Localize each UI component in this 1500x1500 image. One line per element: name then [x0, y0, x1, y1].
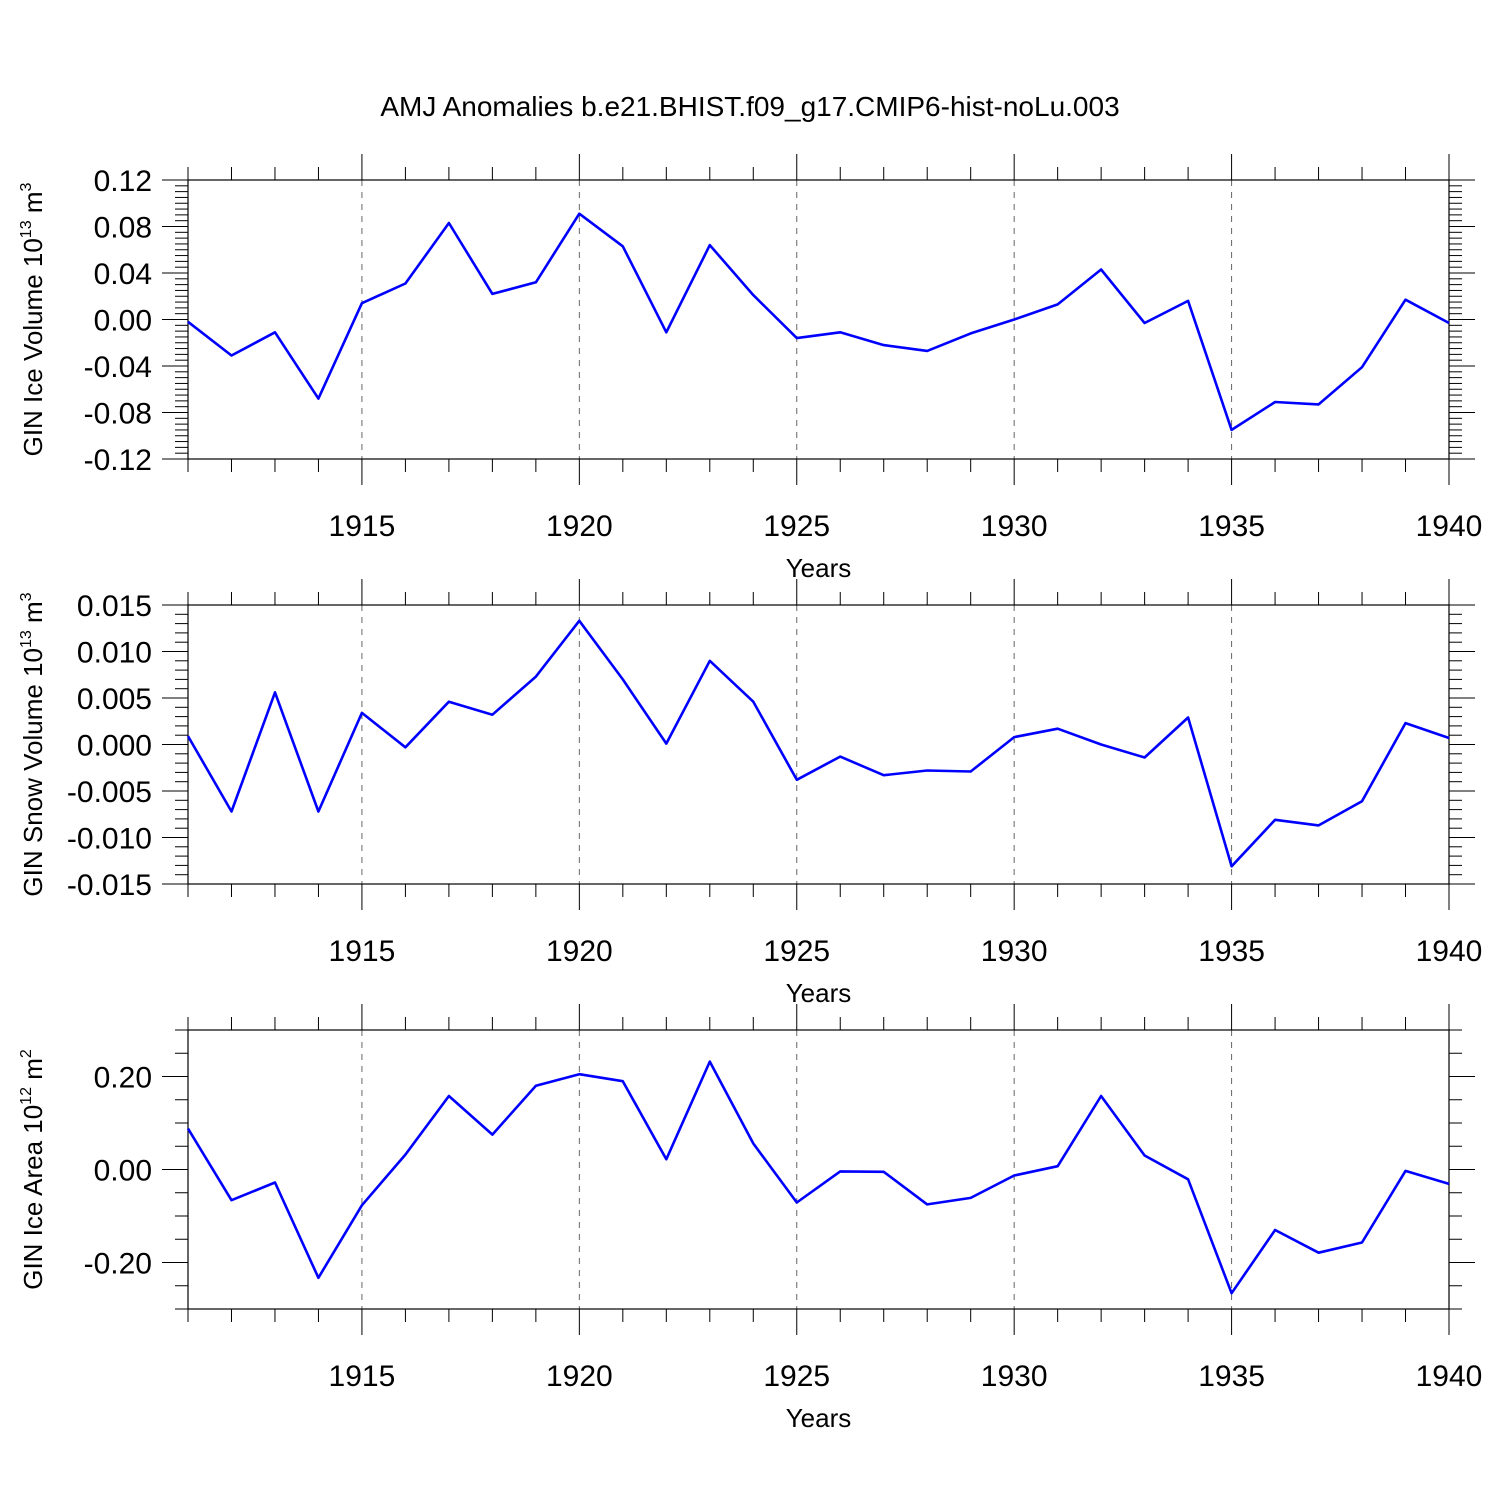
- x-tick-label: 1935: [1198, 510, 1265, 543]
- y-tick-label: 0.20: [94, 1062, 152, 1095]
- x-tick-label: 1915: [329, 935, 396, 968]
- series-line: [186, 1060, 1450, 1295]
- x-axis-label: Years: [786, 1403, 852, 1433]
- x-tick-label: 1930: [981, 510, 1048, 543]
- x-tick-label: 1925: [763, 510, 830, 543]
- x-tick-label: 1940: [1416, 1360, 1483, 1393]
- y-tick-label: 0.005: [77, 683, 152, 716]
- plot-frame: [187, 604, 1450, 885]
- series-line: [187, 212, 1450, 432]
- y-tick-label: 0.12: [94, 165, 152, 198]
- x-tick-label: 1935: [1198, 935, 1265, 968]
- plot-frame: [187, 179, 1450, 460]
- y-tick-label: -0.08: [84, 398, 152, 431]
- y-tick-label: 0.010: [77, 637, 152, 670]
- x-tick-label: 1925: [763, 1360, 830, 1393]
- y-axis-label: GIN Snow Volume 1013 m3: [18, 592, 48, 896]
- y-tick-label: -0.04: [84, 351, 152, 384]
- y-tick-label: 0.000: [77, 730, 152, 763]
- x-tick-label: 1915: [329, 1360, 396, 1393]
- x-tick-label: 1925: [763, 935, 830, 968]
- series-line: [186, 619, 1450, 868]
- y-tick-label: -0.005: [67, 776, 152, 809]
- x-tick-label: 1915: [329, 510, 396, 543]
- panel-3: -0.20 0.00 0.20 1915 1920 1925 1930 1935 1940 Yea…: [18, 1004, 1482, 1433]
- panel-1: -0.12 -0.08 -0.04 0.00 0.04 0.08 0.12 1915 1920 1…: [18, 154, 1482, 583]
- y-tick-label: -0.12: [84, 444, 152, 477]
- x-tick-label: 1940: [1416, 510, 1483, 543]
- y-axis-label: GIN Ice Area 1012 m2: [18, 1049, 48, 1290]
- x-axis-label: Years: [786, 553, 852, 583]
- y-tick-label: 0.015: [77, 590, 152, 623]
- plot-frame: [187, 1029, 1450, 1310]
- x-tick-label: 1920: [546, 1360, 613, 1393]
- y-tick-label: -0.015: [67, 869, 152, 902]
- x-tick-label: 1940: [1416, 935, 1483, 968]
- x-tick-label: 1920: [546, 935, 613, 968]
- y-tick-label: 0.00: [94, 1155, 152, 1188]
- y-tick-label: 0.04: [94, 258, 152, 291]
- x-tick-label: 1930: [981, 1360, 1048, 1393]
- x-tick-label: 1935: [1198, 1360, 1265, 1393]
- y-axis-label: GIN Ice Volume 1013 m3: [18, 182, 48, 456]
- y-tick-label: 0.00: [94, 305, 152, 338]
- y-tick-label: 0.08: [94, 212, 152, 245]
- x-axis-label: Years: [786, 978, 852, 1008]
- y-tick-label: -0.20: [84, 1248, 152, 1281]
- x-tick-label: 1930: [981, 935, 1048, 968]
- x-tick-label: 1920: [546, 510, 613, 543]
- y-tick-label: -0.010: [67, 823, 152, 856]
- chart-title: AMJ Anomalies b.e21.BHIST.f09_g17.CMIP6-…: [380, 91, 1119, 122]
- panel-2: -0.015 -0.010 -0.005 0.000 0.005 0.010 0.015 19…: [18, 579, 1482, 1008]
